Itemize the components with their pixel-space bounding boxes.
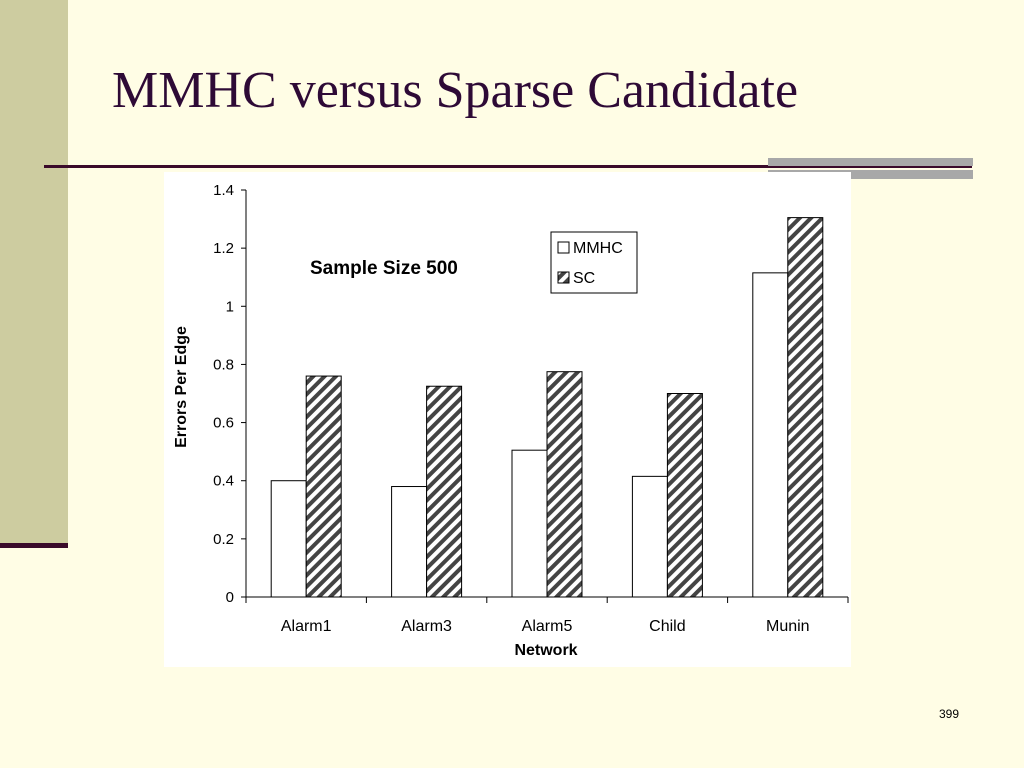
x-tick-label: Alarm5	[522, 618, 573, 635]
y-axis-label: Errors Per Edge	[173, 326, 190, 448]
y-tick-label: 0	[226, 589, 234, 606]
y-tick-label: 1	[226, 298, 234, 315]
decorative-grey-bar-top	[768, 158, 973, 166]
decorative-left-bar	[0, 0, 68, 545]
decorative-left-rule	[0, 543, 68, 548]
bar-sc-alarm5	[546, 371, 583, 598]
bar-chart: 0 0.2 0.4 0.6 0.8 1 1.2 1.4 Alarm1 Alarm3 Alarm5 Ch…	[173, 182, 849, 659]
chart-area: 0 0.2 0.4 0.6 0.8 1 1.2 1.4 Alarm1 Alarm3 Alarm5 Ch…	[164, 172, 851, 667]
y-tick-label: 0.4	[213, 473, 234, 490]
x-tick-label: Munin	[766, 618, 810, 635]
x-tick-label: Alarm1	[281, 618, 332, 635]
bar-sc-alarm3	[426, 385, 463, 598]
x-tick-label: Child	[649, 618, 685, 635]
y-tick-label: 0.2	[213, 531, 234, 548]
chart-axes: 0 0.2 0.4 0.6 0.8 1 1.2 1.4 Alarm1 Alarm3 Alarm5 Ch…	[213, 182, 849, 635]
bar-mmhc-alarm1	[270, 480, 307, 598]
bar-sc-child	[666, 393, 703, 598]
y-tick-label: 0.8	[213, 356, 234, 373]
legend-label-sc: SC	[573, 270, 595, 287]
x-axis-label: Network	[514, 642, 577, 659]
y-tick-label: 0.6	[213, 415, 234, 432]
y-tick-label: 1.4	[213, 182, 234, 199]
page-number: 399	[939, 707, 960, 721]
legend-swatch-mmhc	[557, 241, 570, 254]
y-tick-label: 1.2	[213, 240, 234, 257]
x-tick-label: Alarm3	[401, 618, 452, 635]
legend-swatch-sc	[557, 271, 570, 284]
legend-label-mmhc: MMHC	[573, 240, 623, 257]
chart-legend: MMHC SC	[550, 231, 638, 294]
decorative-grey-bar-bottom	[768, 170, 973, 179]
chart-bars	[270, 217, 824, 598]
bar-sc-alarm1	[305, 375, 342, 598]
chart-annotation: Sample Size 500	[310, 258, 458, 279]
bar-mmhc-alarm5	[511, 449, 548, 598]
bar-mmhc-child	[631, 475, 668, 598]
bar-mmhc-munin	[752, 272, 789, 598]
bar-mmhc-alarm3	[391, 486, 428, 598]
title-divider	[44, 165, 972, 168]
bar-sc-munin	[787, 217, 824, 598]
slide-title: MMHC versus Sparse Candidate	[112, 62, 799, 119]
